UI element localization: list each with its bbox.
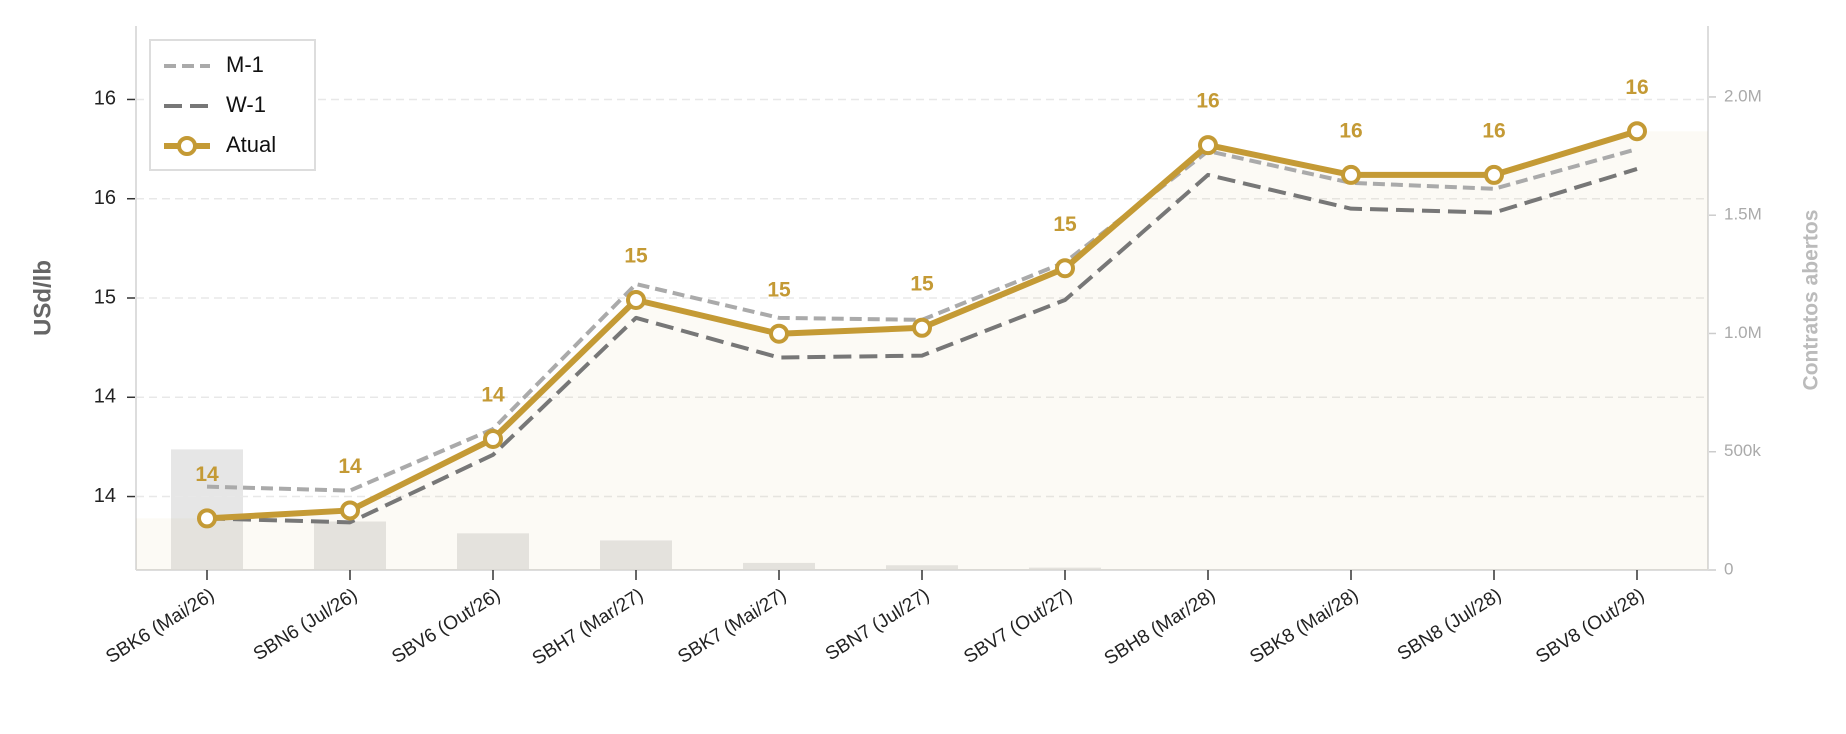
data-label: 16 <box>1196 90 1219 113</box>
x-tick-label: SBK6 (Mai/26) <box>102 585 218 668</box>
x-tick-label: SBN7 (Jul/27) <box>822 585 933 665</box>
x-tick-label: SBK8 (Mai/28) <box>1246 585 1362 668</box>
y2-tick-label: 0 <box>1724 559 1733 578</box>
point <box>1627 121 1647 142</box>
x-tick-label: SBH8 (Mar/28) <box>1101 585 1220 670</box>
data-label: 14 <box>195 463 219 486</box>
point <box>769 323 789 344</box>
legend: M-1 W-1 Atual <box>149 39 316 171</box>
y-tick-label: 14 <box>94 485 116 507</box>
legend-marker <box>177 136 197 156</box>
y-axis-label: USd/lb <box>29 260 56 336</box>
data-label: 15 <box>910 272 934 295</box>
x-tick-label: SBK7 (Mai/27) <box>674 585 790 668</box>
data-label: 15 <box>1053 213 1077 236</box>
point <box>197 508 217 529</box>
bar <box>314 521 386 570</box>
point <box>340 500 360 521</box>
y2-tick-label: 2.0M <box>1724 86 1762 105</box>
y-tick-label: 16 <box>94 88 116 110</box>
bar <box>1029 567 1101 570</box>
y-tick-label: 15 <box>94 286 116 308</box>
data-label: 16 <box>1339 119 1362 142</box>
point <box>626 289 646 310</box>
bar <box>457 533 529 570</box>
bar <box>600 540 672 570</box>
y2-axis-label: Contratos abertos <box>1800 210 1823 391</box>
point <box>912 317 932 338</box>
point <box>1341 164 1361 185</box>
legend-label: Atual <box>226 132 276 157</box>
y-tick-label: 14 <box>94 386 116 408</box>
data-label: 14 <box>338 455 362 478</box>
legend-label: W-1 <box>226 92 266 117</box>
x-tick-label: SBV8 (Out/28) <box>1532 585 1648 668</box>
series-line <box>206 167 1638 525</box>
y2-tick-label: 500k <box>1724 441 1761 460</box>
data-label: 16 <box>1482 119 1505 142</box>
bar <box>743 562 815 570</box>
bar <box>886 565 958 570</box>
y2-tick-label: 1.0M <box>1724 323 1762 342</box>
x-tick-label: SBN6 (Jul/26) <box>250 585 361 665</box>
data-label: 15 <box>767 278 791 301</box>
point <box>1198 135 1218 156</box>
data-label: 16 <box>1625 76 1648 99</box>
point <box>1055 258 1075 279</box>
area <box>136 131 1708 571</box>
y2-tick-label: 1.5M <box>1724 205 1762 224</box>
data-label: 14 <box>481 384 505 407</box>
x-tick-label: SBV7 (Out/27) <box>960 585 1076 668</box>
legend-label: M-1 <box>226 52 264 77</box>
x-tick-label: SBV6 (Out/26) <box>388 585 504 668</box>
data-label: 15 <box>624 245 648 268</box>
y-tick-label: 16 <box>94 187 116 209</box>
point <box>1484 164 1504 185</box>
point <box>483 428 503 449</box>
x-tick-label: SBH7 (Mar/27) <box>529 585 648 670</box>
x-tick-label: SBN8 (Jul/28) <box>1394 585 1505 665</box>
